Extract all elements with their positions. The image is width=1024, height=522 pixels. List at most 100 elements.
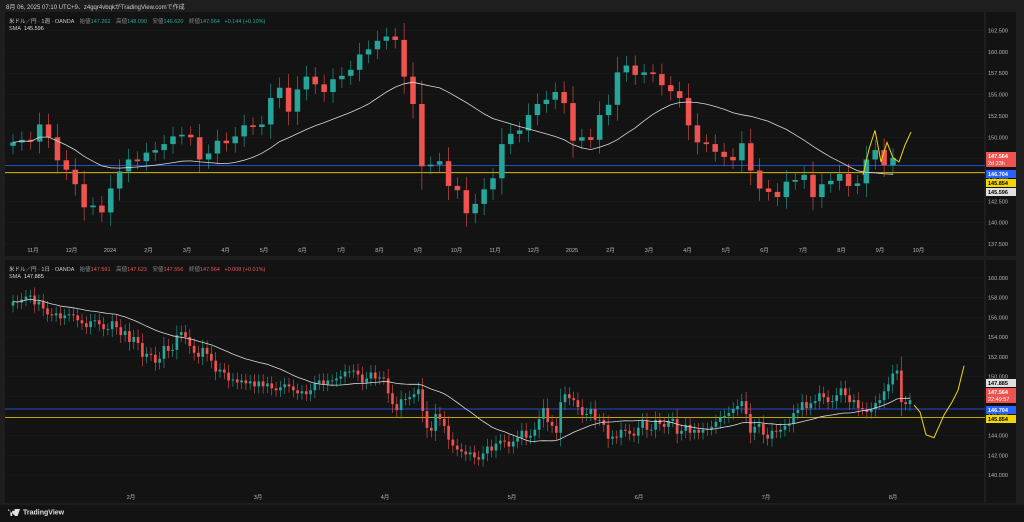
price-badge-text: 147.885	[988, 381, 1008, 387]
price-badge	[986, 388, 1016, 403]
price-badge	[986, 406, 1016, 414]
candle-body	[533, 429, 537, 436]
candle-body	[529, 435, 532, 438]
candle-body	[765, 188, 772, 192]
candle-body	[819, 184, 825, 198]
daily-chart-svg[interactable]: 160.000 158.000 156.000 154.000 152.000 150.0…	[5, 260, 1016, 503]
daily-pane[interactable]: 160.000 158.000 156.000 154.000 152.000 150.0…	[5, 260, 1016, 503]
candle-body	[473, 452, 476, 458]
candle-body	[59, 313, 62, 319]
price-badge	[986, 152, 1016, 167]
weekly-legend: 米ドル／円 · 1週 · OANDA 始値147.262 高値148.090 安…	[9, 17, 265, 25]
candle-body	[184, 332, 187, 338]
candle-body	[615, 436, 619, 438]
candle-body	[703, 142, 710, 145]
candle-body	[276, 87, 283, 98]
candle-body	[296, 390, 299, 394]
candle-body	[680, 430, 683, 434]
candle-body	[848, 395, 851, 403]
candle-body	[749, 413, 752, 433]
candle-body	[80, 320, 84, 324]
candle-body	[235, 379, 239, 383]
candle-body	[428, 164, 434, 167]
time-tick: 2月	[144, 247, 153, 254]
candle-body	[878, 400, 882, 404]
candle-body	[300, 391, 304, 394]
candle-body	[839, 388, 843, 396]
weekly-pane[interactable]: 162.500 160.000 157.500 155.000 152.500 150.0…	[5, 12, 1016, 256]
candle-body	[81, 184, 87, 208]
candle-body	[904, 402, 908, 405]
candle-body	[36, 124, 43, 142]
candle-body	[619, 429, 623, 438]
candle-body	[421, 389, 425, 412]
candle-body	[511, 441, 515, 447]
daily-sma-value: 147.885	[23, 274, 44, 280]
price-tick: 142.500	[988, 199, 1008, 205]
time-tick: 10月	[451, 247, 463, 254]
candle-body	[123, 331, 127, 336]
candle-body	[908, 400, 912, 405]
candle-body	[365, 378, 368, 383]
daily-high-label: 高値	[116, 267, 128, 273]
candle-body	[72, 314, 75, 316]
daily-sma-legend: SMA 147.885	[9, 274, 44, 280]
time-tick: 9月	[414, 247, 423, 254]
candle-body	[685, 97, 692, 126]
candle-body	[783, 181, 790, 198]
candle-body	[542, 408, 545, 419]
candle-body	[253, 381, 256, 387]
daily-close-value: 147.564	[199, 267, 220, 273]
candle-body	[417, 389, 420, 395]
candle-body	[736, 406, 739, 410]
candle-body	[399, 399, 403, 411]
price-tick: 150.000	[988, 135, 1008, 141]
candle-body	[244, 380, 248, 384]
candle-body	[628, 430, 632, 434]
candle-body	[373, 372, 377, 379]
candle-body	[766, 434, 770, 439]
candle-body	[636, 427, 640, 436]
candle-body	[76, 315, 80, 321]
candle-body	[343, 371, 347, 377]
candle-body	[339, 75, 345, 80]
candle-body	[481, 189, 487, 204]
candle-body	[248, 381, 252, 384]
tradingview-logo[interactable]: TradingView	[8, 509, 64, 516]
candle-body	[438, 413, 442, 419]
weekly-low-value: 146.620	[163, 19, 184, 25]
candle-body	[303, 76, 310, 90]
candle-body	[693, 429, 696, 433]
price-tick: 162.500	[988, 29, 1008, 35]
candle-body	[231, 379, 235, 381]
candle-body	[283, 384, 287, 388]
candle-body	[809, 403, 813, 409]
candle-body	[404, 399, 407, 400]
candle-body	[490, 178, 496, 190]
candle-body	[447, 425, 450, 440]
candle-body	[516, 437, 519, 442]
candle-body	[201, 347, 205, 357]
candle-body	[240, 380, 243, 383]
time-tick: 6月	[635, 494, 644, 501]
candle-body	[274, 388, 278, 391]
candle-body	[54, 137, 61, 161]
candle-body	[650, 72, 656, 75]
time-tick: 6月	[298, 247, 307, 254]
candle-body	[667, 420, 670, 427]
candle-body	[503, 440, 506, 442]
candle-body	[309, 390, 312, 395]
candle-body	[606, 424, 610, 439]
time-tick: 7月	[799, 247, 808, 254]
candle-body	[408, 397, 412, 400]
weekly-chart-svg[interactable]: 162.500 160.000 157.500 155.000 152.500 150.0…	[5, 12, 1016, 256]
candle-body	[537, 418, 541, 430]
candle-body	[395, 404, 399, 411]
candle-body	[132, 337, 136, 342]
candle-body	[158, 358, 161, 363]
candle-body	[322, 380, 325, 385]
price-tick: 144.000	[988, 434, 1008, 440]
candle-body	[623, 65, 630, 73]
candle-body	[792, 412, 795, 424]
candle-body	[843, 388, 847, 396]
